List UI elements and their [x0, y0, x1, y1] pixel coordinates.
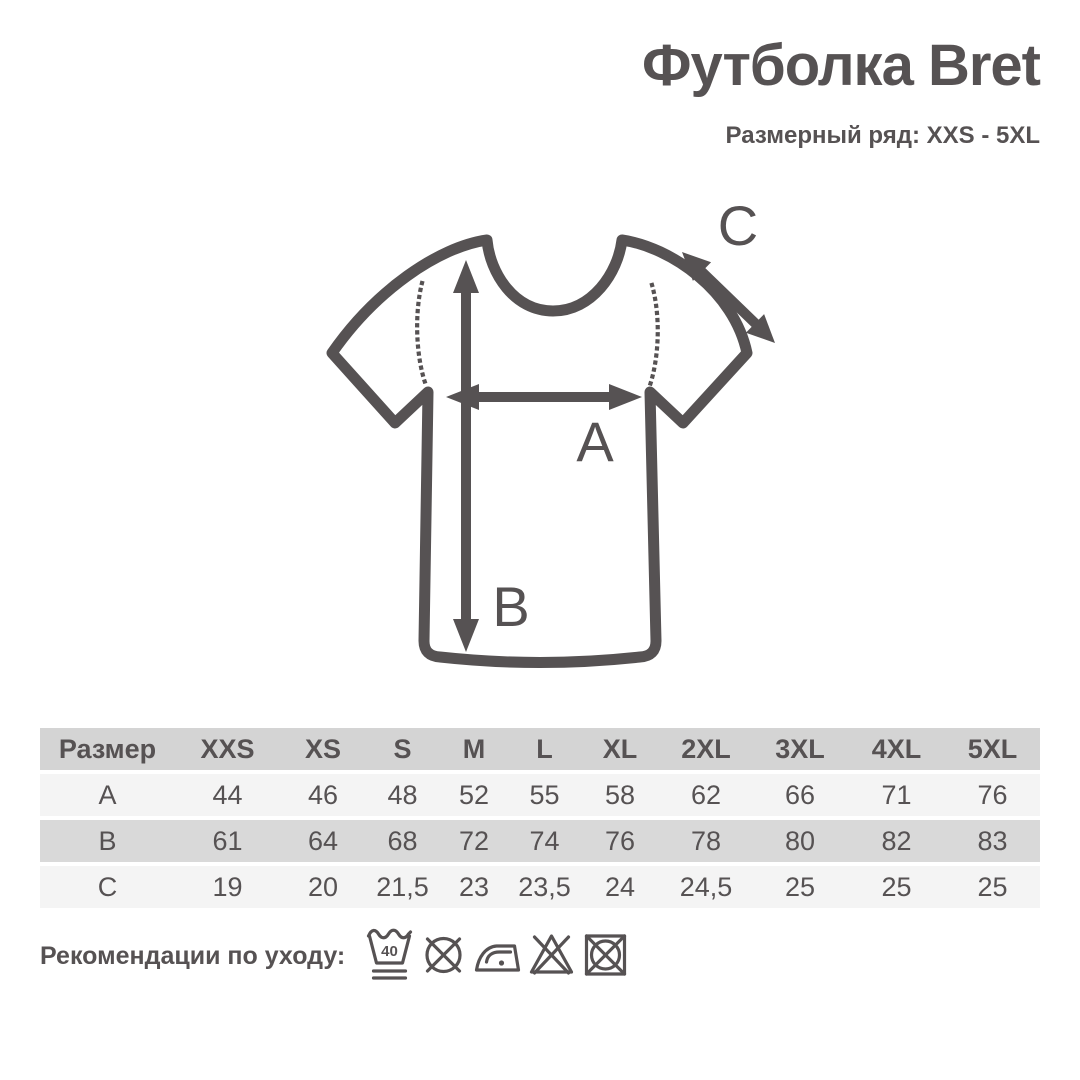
table-row-a: A 44 46 48 52 55 58 62 66 71 76: [40, 774, 1040, 816]
label-a: A: [576, 410, 614, 473]
size-range-subtitle: Размерный ряд: XXS - 5XL: [725, 121, 1040, 149]
col-header: 3XL: [752, 728, 848, 770]
width-arrow: [446, 384, 642, 410]
row-label: A: [40, 774, 175, 816]
col-header: M: [439, 728, 509, 770]
col-header: L: [509, 728, 580, 770]
row-label: C: [40, 866, 175, 908]
table-row-b: B 61 64 68 72 74 76 78 80 82 83: [40, 820, 1040, 862]
label-c: C: [718, 195, 758, 257]
iron-one-dot-icon: [474, 944, 521, 972]
row-label: B: [40, 820, 175, 862]
wash-40-icon: 40: [366, 928, 413, 980]
tshirt-measurement-diagram: A B C: [326, 195, 775, 668]
col-header: 2XL: [660, 728, 752, 770]
care-icons: 40: [366, 925, 629, 985]
length-arrow: [453, 260, 479, 652]
table-row-c: C 19 20 21,5 23 23,5 24 24,5 25 25 25: [40, 866, 1040, 908]
col-header: 4XL: [848, 728, 945, 770]
col-header: XL: [580, 728, 660, 770]
do-not-tumble-dry-icon: [584, 934, 627, 976]
wash-temp-label: 40: [381, 943, 398, 960]
page-title: Футболка Bret: [642, 33, 1041, 98]
size-table-header-row: Размер XXS XS S M L XL 2XL 3XL 4XL 5XL: [40, 728, 1040, 770]
col-header: XXS: [175, 728, 280, 770]
col-header-size: Размер: [40, 728, 175, 770]
do-not-dry-clean-icon: [425, 936, 462, 974]
header: Футболка Bret Размерный ряд: XXS - 5XL: [642, 33, 1041, 150]
col-header: XS: [280, 728, 366, 770]
do-not-bleach-icon: [529, 934, 574, 975]
tshirt-outline-icon: [326, 234, 753, 668]
sleeve-arrow: [682, 252, 775, 343]
size-table: Размер XXS XS S M L XL 2XL 3XL 4XL 5XL A…: [40, 724, 1040, 912]
care-label: Рекомендации по уходу:: [40, 942, 346, 970]
label-b: B: [492, 575, 529, 638]
col-header: S: [366, 728, 439, 770]
col-header: 5XL: [945, 728, 1040, 770]
